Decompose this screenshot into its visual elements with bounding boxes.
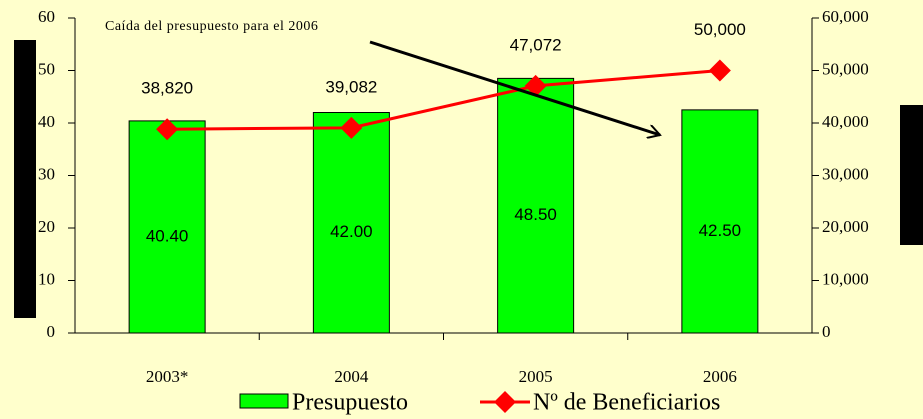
line-marker	[708, 59, 731, 82]
line-value-label: 50,000	[694, 20, 746, 39]
line-value-label: 47,072	[510, 35, 562, 54]
y2-tick-label: 40,000	[822, 112, 869, 131]
legend-label: Presupuesto	[292, 390, 408, 416]
y-tick-label: 30	[38, 164, 55, 183]
bar	[497, 77, 575, 334]
legend-swatch	[239, 393, 289, 409]
axis-title-cover	[900, 105, 923, 245]
y2-tick-label: 50,000	[822, 59, 869, 78]
y-tick-label: 20	[38, 217, 55, 236]
annotation-arrow	[369, 40, 660, 135]
bar-value-label: 42.00	[330, 222, 373, 241]
y2-tick-label: 60,000	[822, 7, 869, 26]
x-tick-label: 2004	[334, 367, 369, 386]
bar-value-label: 40.40	[146, 226, 189, 245]
line	[167, 69, 720, 131]
y2-tick-label: 30,000	[822, 164, 869, 183]
line-marker	[524, 74, 547, 97]
bar	[681, 109, 759, 334]
x-tick-label: 2006	[703, 367, 737, 386]
y-tick-label: 40	[38, 112, 55, 131]
bar-value-label: 42.50	[699, 221, 742, 240]
y-tick-label: 0	[47, 322, 56, 341]
line-marker	[156, 118, 179, 141]
y2-tick-label: 20,000	[822, 217, 869, 236]
y2-tick-label: 0	[822, 322, 831, 341]
axis-title-cover	[14, 40, 36, 318]
line-value-label: 39,082	[325, 77, 377, 96]
x-tick-label: 2005	[519, 367, 553, 386]
bar	[128, 120, 206, 334]
bar-value-label: 48.50	[514, 205, 557, 224]
y-tick-label: 50	[38, 59, 55, 78]
x-tick-label: 2003*	[146, 367, 189, 386]
line-marker	[340, 116, 363, 139]
line-value-label: 38,820	[141, 79, 193, 98]
annotation: Caída del presupuesto para el 2006	[105, 19, 319, 34]
y2-tick-label: 10,000	[822, 269, 869, 288]
bar	[312, 112, 390, 334]
legend-swatch	[494, 391, 516, 413]
y-tick-label: 60	[38, 7, 55, 26]
legend-label: Nº de Beneficiarios	[533, 390, 720, 416]
y-tick-label: 10	[38, 269, 55, 288]
